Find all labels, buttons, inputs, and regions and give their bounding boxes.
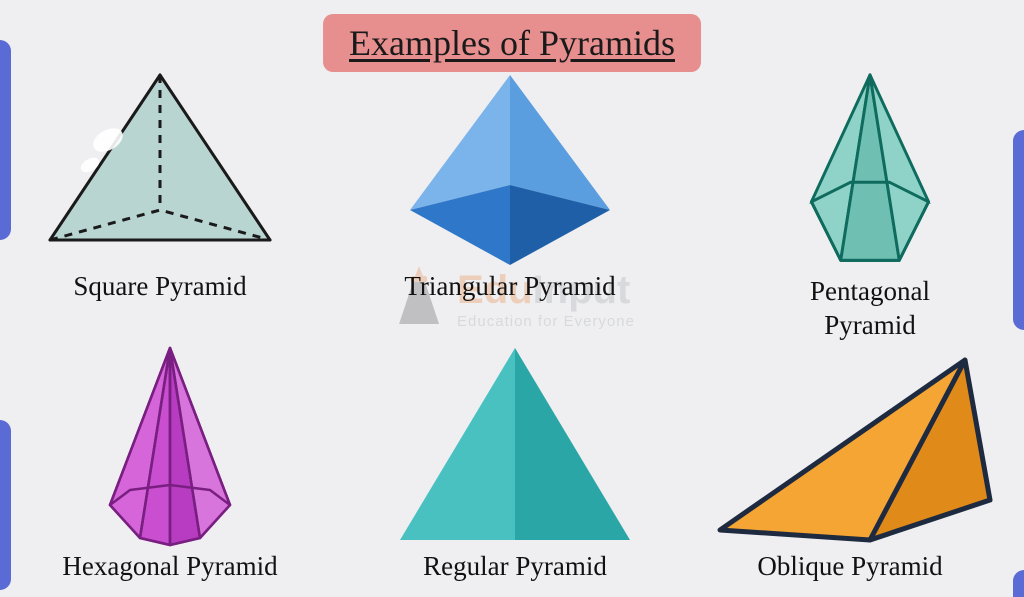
oblique-pyramid-icon (700, 350, 1000, 550)
pyramid-triangular: Triangular Pyramid (380, 70, 640, 304)
edge-pill (1013, 570, 1024, 597)
pentagonal-pyramid-label-text: PentagonalPyramid (810, 276, 930, 340)
pentagonal-pyramid-label: PentagonalPyramid (810, 275, 930, 343)
square-pyramid-label: Square Pyramid (73, 270, 246, 304)
pyramid-hexagonal: Hexagonal Pyramid (40, 340, 300, 584)
triangular-pyramid-icon (380, 70, 640, 270)
triangular-pyramid-label: Triangular Pyramid (404, 270, 615, 304)
edge-pill (0, 420, 11, 590)
page-title: Examples of Pyramids (323, 14, 701, 72)
regular-pyramid-icon (385, 340, 645, 550)
pentagonal-pyramid-icon (745, 70, 995, 275)
regular-pyramid-label: Regular Pyramid (423, 550, 607, 584)
pyramid-square: Square Pyramid (30, 70, 290, 304)
hexagonal-pyramid-icon (40, 340, 300, 550)
pyramid-oblique: Oblique Pyramid (700, 350, 1000, 584)
pyramid-pentagonal: PentagonalPyramid (745, 70, 995, 343)
square-pyramid-icon (30, 70, 290, 270)
oblique-pyramid-label: Oblique Pyramid (757, 550, 942, 584)
hexagonal-pyramid-label: Hexagonal Pyramid (62, 550, 277, 584)
page-title-text: Examples of Pyramids (349, 23, 675, 63)
edge-pill (0, 40, 11, 240)
pyramid-regular: Regular Pyramid (385, 340, 645, 584)
edge-pill (1013, 130, 1024, 330)
